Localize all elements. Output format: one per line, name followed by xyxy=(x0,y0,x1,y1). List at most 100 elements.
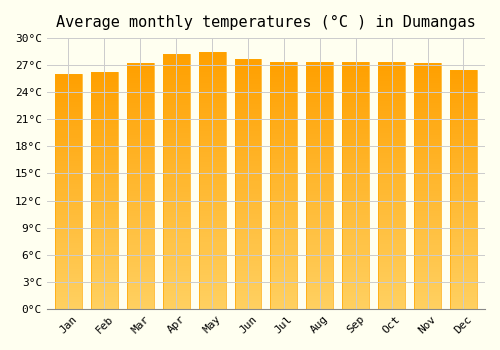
Bar xyxy=(127,225,154,228)
Bar xyxy=(306,242,334,245)
Bar xyxy=(91,82,118,84)
Bar xyxy=(91,127,118,129)
Bar xyxy=(450,230,477,232)
Bar xyxy=(234,291,262,294)
Bar xyxy=(414,90,441,93)
Bar xyxy=(342,173,369,176)
Bar xyxy=(414,189,441,191)
Bar xyxy=(55,74,82,309)
Bar xyxy=(342,154,369,156)
Bar xyxy=(450,149,477,151)
Bar xyxy=(55,259,82,262)
Bar xyxy=(127,274,154,277)
Bar xyxy=(450,79,477,82)
Bar xyxy=(414,144,441,147)
Bar xyxy=(234,159,262,161)
Bar xyxy=(91,200,118,202)
Bar xyxy=(414,267,441,270)
Bar xyxy=(450,254,477,256)
Bar xyxy=(127,282,154,284)
Bar xyxy=(198,57,226,60)
Bar xyxy=(270,188,297,190)
Bar xyxy=(306,104,334,107)
Bar xyxy=(450,278,477,280)
Bar xyxy=(450,211,477,213)
Bar xyxy=(234,151,262,154)
Bar xyxy=(306,289,334,292)
Bar xyxy=(234,269,262,271)
Bar xyxy=(414,272,441,274)
Bar xyxy=(342,63,369,309)
Bar xyxy=(55,84,82,86)
Bar xyxy=(234,59,262,309)
Bar xyxy=(127,208,154,211)
Bar xyxy=(342,230,369,232)
Bar xyxy=(55,194,82,196)
Bar xyxy=(55,288,82,290)
Bar xyxy=(450,177,477,180)
Bar xyxy=(378,89,405,91)
Bar xyxy=(270,65,297,68)
Bar xyxy=(378,210,405,212)
Bar xyxy=(342,126,369,129)
Bar xyxy=(306,228,334,230)
Bar xyxy=(198,54,226,57)
Bar xyxy=(306,112,334,114)
Bar xyxy=(127,125,154,127)
Bar xyxy=(270,210,297,213)
Bar xyxy=(234,296,262,299)
Bar xyxy=(414,265,441,267)
Bar xyxy=(198,206,226,209)
Bar xyxy=(234,94,262,96)
Bar xyxy=(91,129,118,132)
Bar xyxy=(234,119,262,121)
Bar xyxy=(198,149,226,152)
Bar xyxy=(414,63,441,309)
Bar xyxy=(306,171,334,173)
Bar xyxy=(342,119,369,121)
Bar xyxy=(414,130,441,132)
Bar xyxy=(306,240,334,242)
Bar xyxy=(270,292,297,294)
Bar xyxy=(342,176,369,178)
Bar xyxy=(55,135,82,138)
Bar xyxy=(342,68,369,70)
Bar xyxy=(234,131,262,134)
Bar xyxy=(414,208,441,211)
Bar xyxy=(91,292,118,295)
Bar xyxy=(414,181,441,184)
Bar xyxy=(342,279,369,282)
Bar xyxy=(162,220,190,222)
Bar xyxy=(55,281,82,283)
Bar xyxy=(234,71,262,74)
Bar xyxy=(378,269,405,272)
Bar xyxy=(414,257,441,260)
Bar xyxy=(378,252,405,254)
Bar xyxy=(234,66,262,69)
Bar xyxy=(450,199,477,201)
Bar xyxy=(378,128,405,131)
Bar xyxy=(127,206,154,208)
Bar xyxy=(270,262,297,264)
Bar xyxy=(342,159,369,161)
Bar xyxy=(127,260,154,262)
Bar xyxy=(378,94,405,96)
Bar xyxy=(450,103,477,106)
Bar xyxy=(127,105,154,107)
Bar xyxy=(234,231,262,234)
Bar xyxy=(270,146,297,149)
Bar xyxy=(127,83,154,85)
Bar xyxy=(306,132,334,134)
Bar xyxy=(378,301,405,304)
Bar xyxy=(306,201,334,203)
Bar xyxy=(378,168,405,170)
Bar xyxy=(306,203,334,205)
Bar xyxy=(378,202,405,205)
Bar xyxy=(378,262,405,264)
Bar xyxy=(306,274,334,277)
Bar xyxy=(450,302,477,304)
Bar xyxy=(162,248,190,250)
Bar xyxy=(91,179,118,181)
Bar xyxy=(234,256,262,259)
Bar xyxy=(450,294,477,297)
